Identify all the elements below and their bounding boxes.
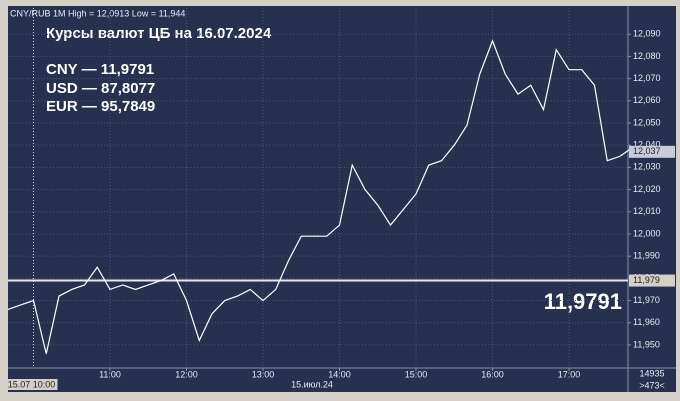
x-tick-label: 15:00 [405,369,428,379]
y-tick-label: 12,060 [633,95,661,105]
plot-area [8,6,628,368]
x-tick-label: 17:00 [558,369,581,379]
footer: 14935 [639,368,664,378]
y-tick-label: 11,970 [633,295,660,305]
y-tick-label: 12,080 [633,51,661,61]
last-price-label: 12,037 [633,146,661,156]
footer: >473< [639,380,665,390]
price-tag [629,274,675,287]
y-tick-label: 12,040 [633,140,661,150]
big-label: 11,9791 [544,289,622,314]
x-tick-label: 14:00 [328,369,351,379]
y-tick-label: 12,090 [633,29,661,39]
price-line [7,39,634,354]
x-tick-label: 16:00 [481,369,504,379]
y-tick-label: 12,010 [633,206,661,216]
y-tick-label: 12,030 [633,162,661,172]
date-label: 15.июл.24 [291,379,333,389]
y-tick-label: 11,950 [633,339,660,349]
annotation: EUR — 95,7849 [46,98,155,115]
y-tick-label: 12,020 [633,184,661,194]
annotation: USD — 87,8077 [46,80,155,97]
y-axis-area [628,6,676,368]
y-tick-label: 11,960 [633,317,660,327]
x-tick-label: 12:00 [175,369,198,379]
last-price-tag [629,145,675,158]
price-tag-label: 11,979 [633,275,660,285]
chart-title: Курсы валют ЦБ на 16.07.2024 [46,25,272,42]
y-tick-label: 12,070 [633,73,661,83]
x-tick-label: 13:00 [252,369,275,379]
y-tick-label: 12,000 [633,228,661,238]
y-tick-label: 12,050 [633,117,661,127]
x-tick-label: 11:00 [99,369,121,379]
x-axis-area [8,368,676,392]
annotation: CNY — 11,9791 [46,61,154,78]
cursor-tag [5,379,58,390]
header: CNY/RUB 1M High = 12,0913 Low = 11,944 [10,8,185,18]
cursor-label: 15.07 10:00 [8,379,56,389]
y-tick-label: 11,990 [633,251,660,261]
